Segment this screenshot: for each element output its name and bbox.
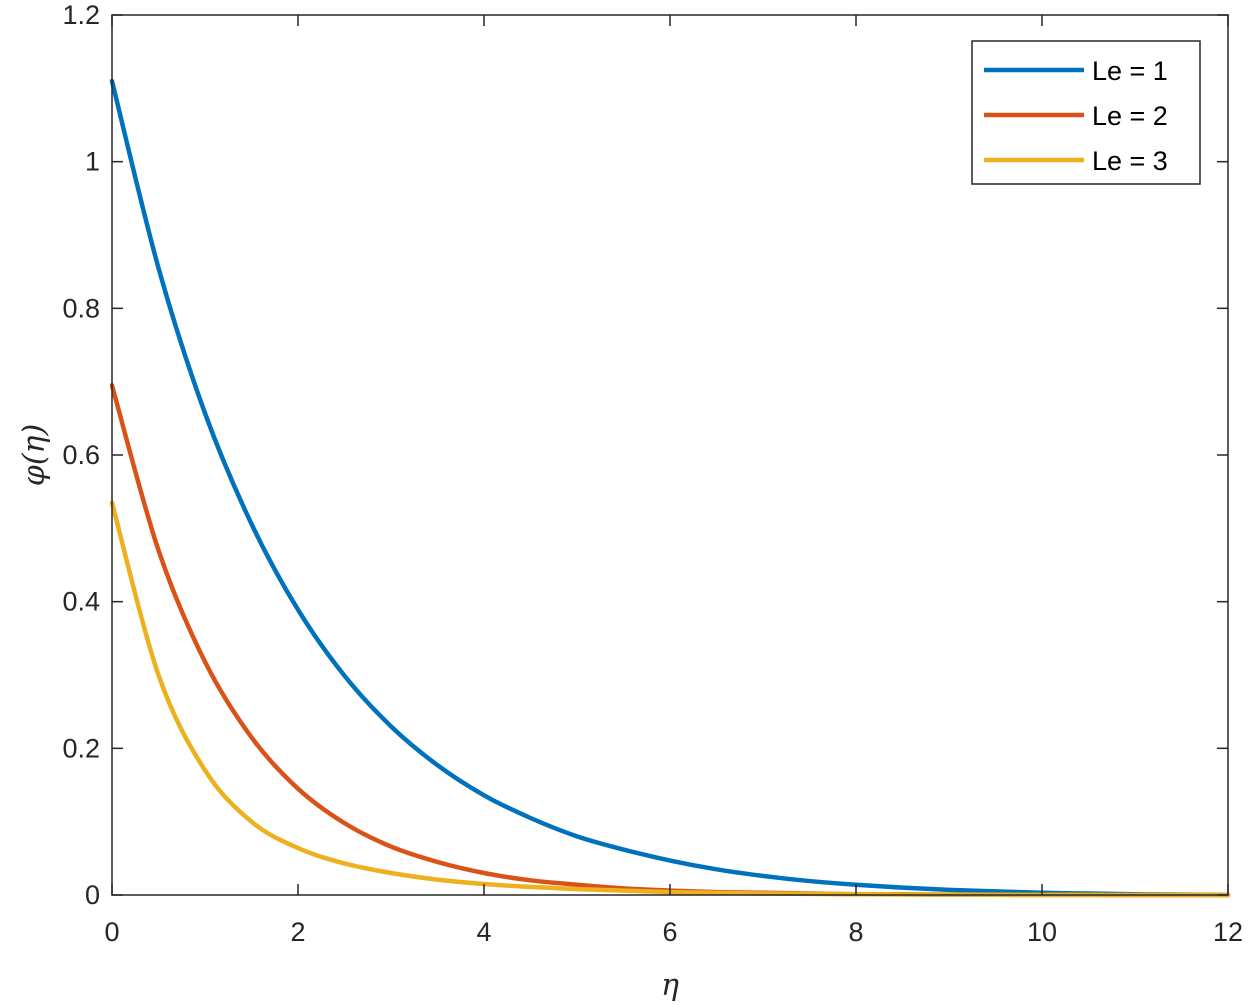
x-tick-label: 0 [104, 917, 119, 947]
y-tick-label: 1 [85, 147, 100, 177]
legend-label-le-2: Le = 2 [1092, 101, 1168, 131]
y-axis-title: φ(η) [17, 424, 52, 486]
y-tick-label: 0.4 [62, 587, 100, 617]
legend-label-le-3: Le = 3 [1092, 146, 1168, 176]
series-line-le-1 [109, 78, 1231, 898]
y-tick-label: 1.2 [62, 0, 100, 30]
tick-layer: 0 2 4 6 8 10 12 0 0.2 0.4 0.6 0.8 1 1.2 [62, 0, 1243, 947]
x-tick-label: 8 [848, 917, 863, 947]
y-tick-label: 0.2 [62, 733, 100, 763]
axes-box [111, 14, 1229, 896]
x-tick-label: 4 [476, 917, 491, 947]
x-tick-label: 12 [1213, 917, 1243, 947]
legend-label-le-1: Le = 1 [1092, 56, 1168, 86]
legend: Le = 1 Le = 2 Le = 3 [971, 40, 1201, 185]
y-tick-label: 0.6 [62, 440, 100, 470]
y-tick-label: 0.8 [62, 293, 100, 323]
x-tick-label: 2 [290, 917, 305, 947]
x-axis-title: η [661, 968, 679, 1003]
x-tick-label: 10 [1027, 917, 1057, 947]
y-tick-label: 0 [85, 880, 100, 910]
x-tick-label: 6 [662, 917, 677, 947]
